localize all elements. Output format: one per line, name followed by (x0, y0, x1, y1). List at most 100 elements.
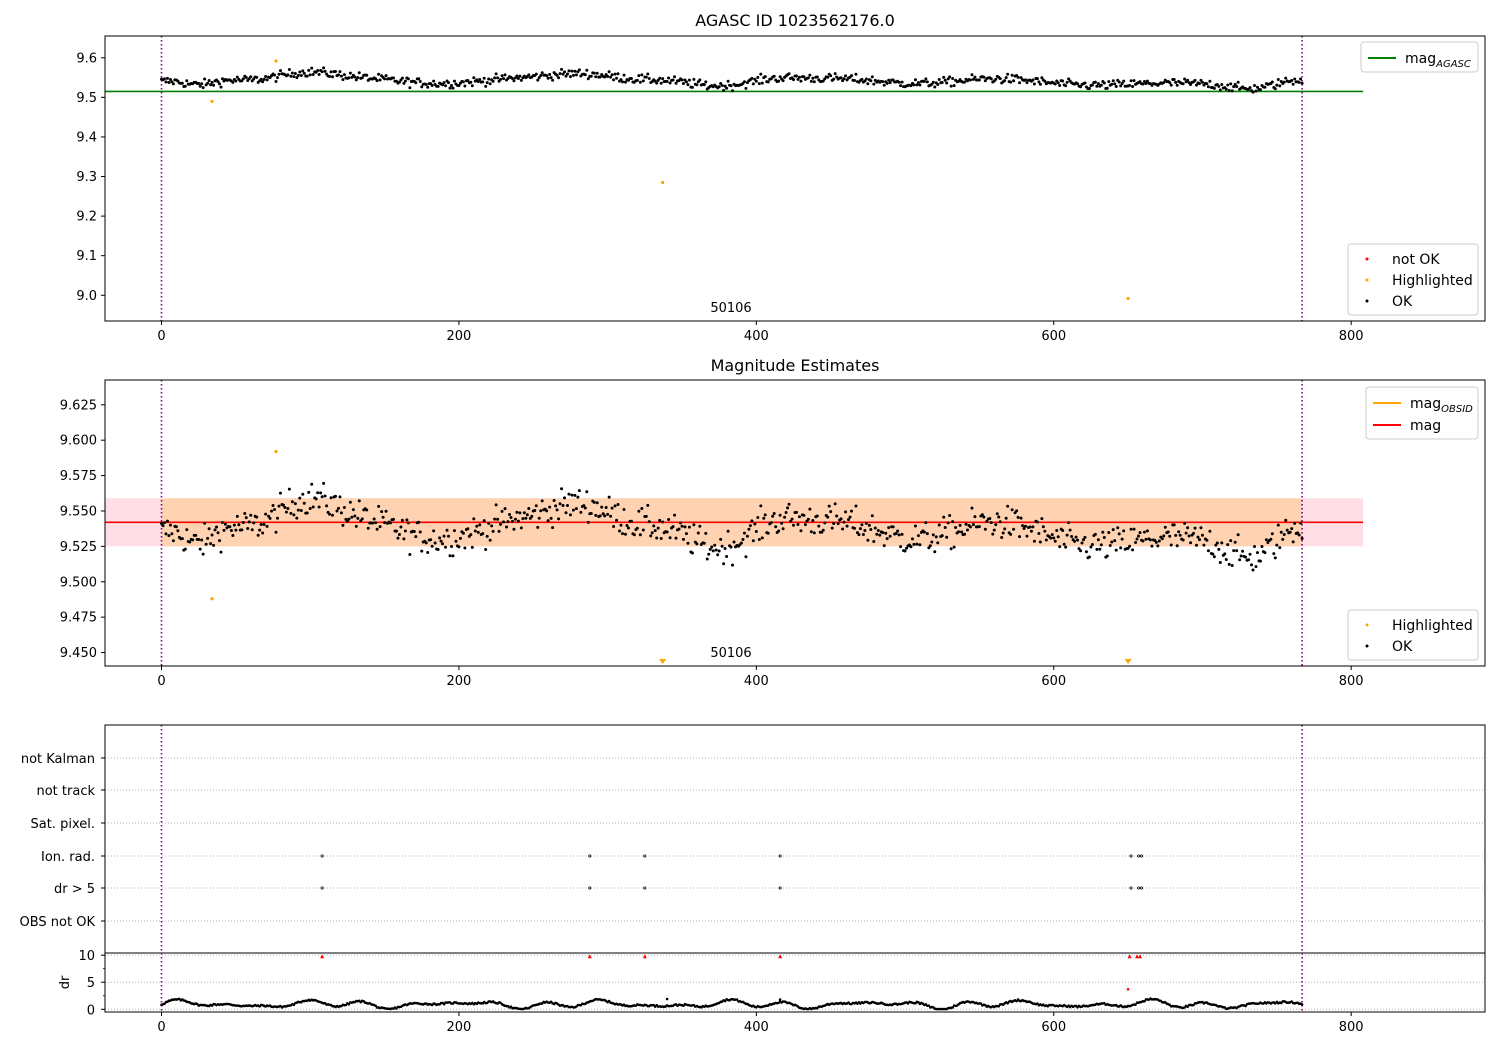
ok-point (1272, 552, 1276, 556)
ok-point (589, 74, 593, 78)
ok-point (487, 77, 491, 81)
ok-point (725, 554, 729, 558)
ok-point (845, 524, 849, 528)
ok-point (681, 82, 685, 86)
ok-point (262, 523, 266, 527)
ok-point (497, 529, 501, 533)
ok-point (466, 79, 470, 83)
ok-point (674, 81, 678, 85)
ok-point (638, 533, 642, 537)
ok-point (499, 522, 503, 526)
ok-point (716, 553, 720, 557)
ok-point (1215, 541, 1219, 545)
ok-point (668, 536, 672, 540)
ok-point (705, 557, 709, 561)
panel-2-obsid-label: 50106 (710, 646, 751, 661)
ok-point (722, 562, 726, 566)
ok-point (216, 80, 220, 84)
ok-point (1087, 86, 1091, 90)
ok-point (635, 78, 639, 82)
ok-point (383, 77, 387, 81)
ok-point (971, 77, 975, 81)
ok-point (380, 510, 384, 514)
ok-point (292, 75, 296, 79)
ok-point (400, 76, 404, 80)
ok-point (661, 520, 665, 524)
ok-point (1043, 79, 1047, 83)
legend-marker-swatch (1365, 644, 1369, 648)
ok-point (314, 497, 318, 501)
ok-point (347, 517, 351, 521)
panel-magnitude-estimates: Magnitude Estimates 0 200 400 600 800 9.450 9.… (60, 356, 1486, 689)
panel-agasc: AGASC ID 1023562176.0 0 200 400 600 800 9.0 9.… (76, 11, 1486, 344)
ok-point (507, 512, 511, 516)
ok-point (567, 492, 571, 496)
ok-point (1233, 82, 1237, 86)
panel-2-title: Magnitude Estimates (711, 356, 880, 375)
ok-point (606, 75, 610, 79)
ok-point (301, 492, 305, 496)
ok-point (356, 76, 360, 80)
ok-point (536, 78, 540, 82)
ok-point (457, 84, 461, 88)
ok-point (665, 79, 669, 83)
ok-point (426, 85, 430, 89)
ok-point (668, 81, 672, 85)
ok-point (549, 516, 553, 520)
ok-point (854, 72, 858, 76)
ok-point (1108, 544, 1112, 548)
ok-point (243, 511, 247, 515)
ok-point (341, 523, 345, 527)
ok-point (1073, 539, 1077, 543)
ok-point (336, 73, 340, 77)
ok-point (606, 512, 610, 516)
ok-point (1006, 72, 1010, 76)
ok-point (866, 538, 870, 542)
ok-point (754, 79, 758, 83)
ok-point (1192, 531, 1196, 535)
ok-point (160, 521, 164, 525)
flag-point (320, 854, 324, 858)
ok-point (732, 540, 736, 544)
ok-point (200, 82, 204, 86)
ok-point (165, 519, 169, 523)
ok-point (201, 86, 205, 90)
ok-point (1056, 81, 1060, 85)
ok-point (420, 549, 424, 553)
ok-point (1101, 530, 1105, 534)
ok-point (686, 83, 690, 87)
ok-point (1081, 538, 1085, 542)
ok-point (1107, 80, 1111, 84)
ok-point (161, 524, 165, 528)
panel-1-marker-legend: not OK Highlighted OK (1347, 243, 1479, 316)
ok-point (1022, 527, 1026, 531)
ok-point (201, 552, 205, 556)
ok-point (763, 75, 767, 79)
ok-point (365, 508, 369, 512)
ok-point (447, 534, 451, 538)
ok-point (604, 506, 608, 510)
ok-point (839, 517, 843, 521)
ok-point (747, 527, 751, 531)
ok-point (983, 527, 987, 531)
ok-point (980, 513, 984, 517)
ok-point (1015, 509, 1019, 513)
ok-point (408, 553, 412, 557)
ok-point (1029, 529, 1033, 533)
ok-point (255, 75, 259, 79)
ok-point (848, 515, 852, 519)
ok-point (949, 547, 953, 551)
ok-point (899, 545, 903, 549)
ok-point (270, 509, 274, 513)
ok-point (1102, 81, 1106, 85)
ok-point (754, 529, 758, 533)
x-tick-label: 400 (744, 329, 769, 344)
ok-point (687, 78, 691, 82)
ok-point (1157, 539, 1161, 543)
ok-point (586, 77, 590, 81)
ok-point (206, 536, 210, 540)
ok-point (534, 72, 538, 76)
ok-point (406, 77, 410, 81)
ok-point (677, 527, 681, 531)
ok-point (209, 542, 213, 546)
